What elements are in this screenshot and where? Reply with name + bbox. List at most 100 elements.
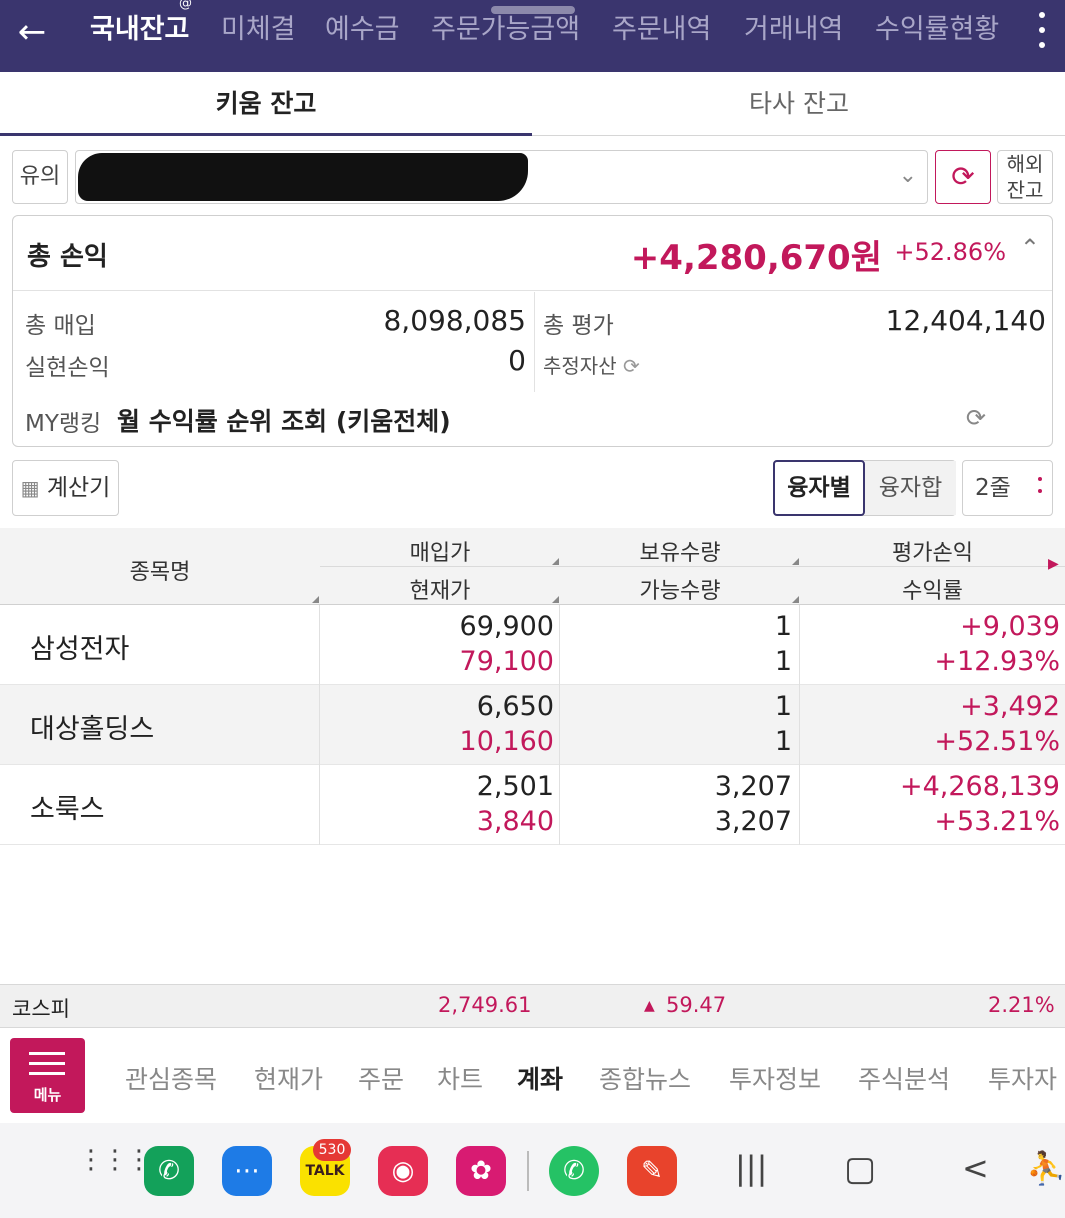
- sort-corner-icon: [312, 596, 319, 603]
- back-icon[interactable]: <: [962, 1149, 989, 1187]
- chevron-down-icon: ⌄: [898, 163, 917, 188]
- notes-app-icon[interactable]: ✎: [627, 1146, 677, 1196]
- menu-item-order[interactable]: 주문: [358, 1065, 405, 1094]
- menu-item-investor[interactable]: 투자자: [988, 1065, 1058, 1094]
- scroll-right-arrow-icon[interactable]: ▶: [1048, 556, 1059, 572]
- header-return-rate[interactable]: 수익률: [902, 579, 963, 604]
- row-count-label: 2줄: [975, 475, 1011, 501]
- available-qty: 1: [774, 646, 792, 677]
- menu-item-watchlist[interactable]: 관심종목: [125, 1065, 218, 1094]
- up-triangle-icon: ▲: [644, 998, 655, 1014]
- tab-kiwoom-balance[interactable]: 키움 잔고: [0, 72, 532, 136]
- total-pl-row[interactable]: 총 손익 +4,280,670원 +52.86% ⌃: [13, 216, 1052, 291]
- system-navigation-bar: ⋮⋮⋮ ✆ ⋯ TALK 530 ◉ ✿ ✆ ✎ ||| ▢ < ⛹: [0, 1123, 1065, 1218]
- available-qty: 1: [774, 726, 792, 757]
- col-divider: [799, 605, 800, 685]
- drag-handle[interactable]: [491, 6, 575, 14]
- total-pl-label: 총 손익: [27, 242, 108, 272]
- redacted-account-number: [78, 153, 528, 201]
- sort-corner-icon: [552, 596, 559, 603]
- estimated-assets-label[interactable]: 추정자산 ⟳: [543, 350, 640, 379]
- messages-app-icon[interactable]: ⋯: [222, 1146, 272, 1196]
- whatsapp-app-icon[interactable]: ✆: [549, 1146, 599, 1196]
- tab-other-broker-balance[interactable]: 타사 잔고: [749, 89, 849, 118]
- buy-price: 69,900: [459, 611, 554, 642]
- menu-item-stock-analysis[interactable]: 주식분석: [858, 1065, 951, 1094]
- return-rate: +12.93%: [934, 646, 1060, 677]
- table-header: 종목명 매입가 현재가 보유수량 가능수량 평가손익 수익률 ▶: [0, 528, 1065, 605]
- stock-name: 삼성전자: [30, 634, 130, 665]
- holding-qty: 3,207: [714, 771, 792, 802]
- home-icon[interactable]: ▢: [844, 1149, 877, 1189]
- col-divider: [319, 605, 320, 685]
- calculator-label: 계산기: [46, 475, 111, 501]
- table-row[interactable]: 대상홀딩스 6,650 10,160 1 1 +3,492 +52.51%: [0, 685, 1065, 765]
- overseas-balance-button[interactable]: 해외 잔고: [997, 150, 1053, 204]
- menu-item-chart[interactable]: 차트: [437, 1065, 484, 1094]
- kospi-ticker[interactable]: 코스피 2,749.61 ▲ 59.47 2.21%: [0, 984, 1065, 1028]
- header-stock-name[interactable]: 종목명: [129, 560, 191, 585]
- current-price: 10,160: [459, 726, 554, 757]
- myrank-label: MY랭킹: [25, 411, 102, 437]
- col-divider: [559, 605, 560, 685]
- camera-app-icon[interactable]: ◉: [378, 1146, 428, 1196]
- row-count-select[interactable]: 2줄: [962, 460, 1053, 516]
- header-eval-pl[interactable]: 평가손익: [892, 541, 973, 566]
- buy-price: 6,650: [476, 691, 554, 722]
- toggle-loan-sum[interactable]: 융자합: [865, 461, 956, 515]
- accessibility-icon[interactable]: ⛹: [1026, 1149, 1065, 1187]
- header-buy-price[interactable]: 매입가: [409, 541, 471, 566]
- menu-button[interactable]: 메뉴: [10, 1038, 85, 1113]
- menu-item-news[interactable]: 종합뉴스: [599, 1065, 692, 1094]
- myrank-link[interactable]: 월 수익률 순위 조회 (키움전체): [117, 407, 451, 436]
- calculator-icon: ▦: [20, 476, 40, 500]
- realized-pl-label: 실현손익: [25, 355, 110, 381]
- table-row[interactable]: 삼성전자 69,900 79,100 1 1 +9,039 +12.93%: [0, 605, 1065, 685]
- tab-domestic-balance[interactable]: 국내잔고: [90, 14, 190, 45]
- header-divider: [320, 566, 1065, 567]
- at-sign-icon: @: [179, 0, 192, 11]
- menu-item-invest-info[interactable]: 투자정보: [729, 1065, 822, 1094]
- notification-badge: 530: [313, 1139, 351, 1161]
- return-rate: +52.51%: [934, 726, 1060, 757]
- calculator-button[interactable]: ▦ 계산기: [12, 460, 119, 516]
- back-arrow-icon[interactable]: ←: [17, 12, 47, 52]
- col-divider: [559, 765, 560, 845]
- hamburger-icon: [29, 1052, 65, 1078]
- overseas-label-line2: 잔고: [1006, 178, 1044, 202]
- current-price: 3,840: [476, 806, 554, 837]
- loan-view-toggle: 융자별 융자합: [773, 460, 956, 516]
- realized-pl-value: 0: [508, 344, 526, 377]
- tab-unfilled[interactable]: 미체결: [221, 14, 296, 45]
- stock-name: 소룩스: [30, 794, 105, 825]
- app-drawer-icon[interactable]: ⋮⋮⋮: [78, 1145, 152, 1175]
- menu-item-current-price[interactable]: 현재가: [254, 1065, 324, 1094]
- index-name: 코스피: [12, 997, 70, 1021]
- tab-orderable-amount[interactable]: 주문가능금액: [431, 14, 581, 45]
- tab-return-status[interactable]: 수익률현황: [875, 14, 1000, 45]
- estimated-assets-text: 추정자산: [543, 354, 617, 378]
- refresh-small-icon[interactable]: ⟳: [616, 354, 640, 378]
- more-options-icon[interactable]: [1030, 10, 1054, 50]
- tab-deposit[interactable]: 예수금: [325, 14, 400, 45]
- tab-order-history[interactable]: 주문내역: [612, 14, 712, 45]
- toggle-by-loan[interactable]: 융자별: [773, 460, 865, 516]
- chevron-up-icon[interactable]: ⌃: [1019, 234, 1040, 262]
- available-qty: 3,207: [714, 806, 792, 837]
- col-divider: [559, 685, 560, 765]
- account-select[interactable]: ⌄: [75, 150, 928, 204]
- header-current-price[interactable]: 현재가: [409, 579, 471, 604]
- header-holding-qty[interactable]: 보유수량: [639, 541, 721, 566]
- myrank-refresh-icon[interactable]: ⟳: [965, 404, 986, 432]
- table-row[interactable]: 소룩스 2,501 3,840 3,207 3,207 +4,268,139 +…: [0, 765, 1065, 845]
- eval-pl: +4,268,139: [899, 771, 1060, 802]
- phone-app-icon[interactable]: ✆: [144, 1146, 194, 1196]
- refresh-button[interactable]: ⟳: [935, 150, 991, 204]
- gallery-app-icon[interactable]: ✿: [456, 1146, 506, 1196]
- holding-qty: 1: [774, 611, 792, 642]
- tab-trade-history[interactable]: 거래내역: [744, 14, 844, 45]
- sort-corner-icon: [792, 558, 799, 565]
- recent-apps-icon[interactable]: |||: [735, 1149, 768, 1187]
- menu-item-account[interactable]: 계좌: [517, 1065, 564, 1094]
- header-available-qty[interactable]: 가능수량: [639, 579, 721, 604]
